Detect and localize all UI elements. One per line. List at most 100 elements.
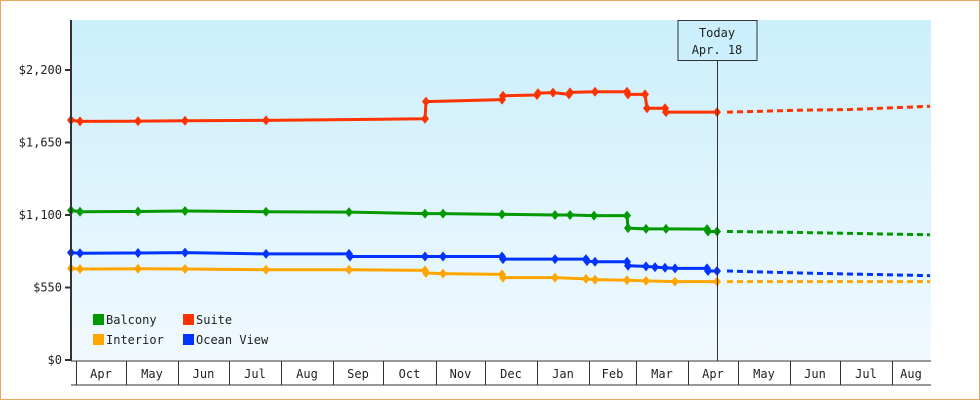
data-point-marker[interactable] <box>551 254 559 265</box>
data-point-marker[interactable] <box>345 207 353 218</box>
today-date: Apr. 18 <box>692 43 743 57</box>
data-point-marker[interactable] <box>345 264 353 275</box>
data-point-marker[interactable] <box>421 113 429 124</box>
today-marker: Today Apr. 18 <box>677 20 758 361</box>
data-point-marker[interactable] <box>422 96 430 107</box>
month-label: Aug <box>900 367 922 381</box>
data-point-marker[interactable] <box>499 272 507 283</box>
data-point-marker[interactable] <box>551 210 559 220</box>
legend-label: Interior <box>106 333 164 347</box>
data-point-marker[interactable] <box>661 262 669 273</box>
data-point-marker[interactable] <box>181 264 189 275</box>
data-point-marker[interactable] <box>551 272 559 283</box>
data-point-marker[interactable] <box>134 206 142 217</box>
data-point-marker[interactable] <box>499 254 507 265</box>
data-point-marker[interactable] <box>642 261 650 272</box>
month-label: Jan <box>552 367 574 381</box>
data-point-marker[interactable] <box>421 208 429 219</box>
data-point-marker[interactable] <box>181 206 189 217</box>
month-label: Dec <box>500 367 522 381</box>
data-point-marker[interactable] <box>623 210 631 221</box>
month-label: Jul <box>855 367 877 381</box>
month-label: Jun <box>804 367 826 381</box>
legend-label: Ocean View <box>196 333 269 347</box>
data-point-marker[interactable] <box>591 274 599 285</box>
data-point-marker[interactable] <box>624 89 632 100</box>
month-label: May <box>753 367 775 381</box>
legend-swatch-ocean-view <box>183 334 194 345</box>
data-point-marker[interactable] <box>439 208 447 219</box>
today-box <box>677 20 758 61</box>
legend: Balcony Suite Interior Ocean View <box>93 313 269 347</box>
data-point-marker[interactable] <box>134 247 142 258</box>
forecast-line <box>726 229 931 237</box>
series-suite <box>67 86 931 127</box>
month-label: Aug <box>296 367 318 381</box>
series-ocean-view <box>67 247 931 278</box>
data-point-marker[interactable] <box>582 273 590 284</box>
data-point-marker[interactable] <box>76 206 84 217</box>
data-point-marker[interactable] <box>76 264 84 275</box>
data-point-marker[interactable] <box>439 251 447 262</box>
data-point-marker[interactable] <box>76 116 84 127</box>
data-point-marker[interactable] <box>181 115 189 126</box>
data-point-marker[interactable] <box>704 226 712 237</box>
data-point-marker[interactable] <box>642 275 650 286</box>
y-axis-ticks: $0 $550 $1,100 $1,650 $2,200 <box>19 63 71 367</box>
data-point-marker[interactable] <box>76 248 84 259</box>
month-label: Nov <box>450 367 472 381</box>
data-point-marker[interactable] <box>498 209 506 220</box>
month-label: Apr <box>702 367 724 381</box>
data-point-marker[interactable] <box>624 223 632 234</box>
y-tick-label: $1,650 <box>19 136 62 150</box>
data-point-marker[interactable] <box>262 264 270 275</box>
series-balcony <box>67 205 931 237</box>
month-label: Mar <box>651 367 673 381</box>
data-point-marker[interactable] <box>439 268 447 279</box>
data-point-marker[interactable] <box>549 87 557 98</box>
data-point-marker[interactable] <box>534 88 542 99</box>
data-point-marker[interactable] <box>422 268 430 278</box>
series-line <box>70 90 717 123</box>
data-point-marker[interactable] <box>262 115 270 126</box>
data-point-marker[interactable] <box>566 87 574 98</box>
data-point-marker[interactable] <box>262 206 270 217</box>
x-axis-months: Apr May Jun Jul Aug Sep Oct Nov Dec Jan Feb Mar Apr M… <box>71 360 931 386</box>
data-point-marker[interactable] <box>643 103 651 114</box>
y-tick-label: $550 <box>33 281 62 295</box>
y-tick-label: $0 <box>48 353 62 367</box>
data-point-marker[interactable] <box>651 262 659 273</box>
data-point-marker[interactable] <box>591 256 599 267</box>
data-point-marker[interactable] <box>134 263 142 274</box>
data-point-marker[interactable] <box>134 116 142 127</box>
month-label: Feb <box>602 367 624 381</box>
data-point-marker[interactable] <box>591 86 599 97</box>
data-point-marker[interactable] <box>624 260 632 271</box>
data-point-marker[interactable] <box>662 223 670 234</box>
data-point-marker[interactable] <box>662 107 670 118</box>
month-label: May <box>141 367 163 381</box>
data-point-marker[interactable] <box>421 251 429 262</box>
data-point-marker[interactable] <box>181 247 189 258</box>
data-point-marker[interactable] <box>590 210 598 221</box>
legend-label: Suite <box>196 313 232 327</box>
today-label: Today <box>699 26 735 40</box>
series-layer <box>67 86 931 287</box>
forecast-line <box>726 269 931 278</box>
data-point-marker[interactable] <box>262 248 270 259</box>
data-point-marker[interactable] <box>346 251 354 262</box>
data-point-marker[interactable] <box>499 90 507 101</box>
data-point-marker[interactable] <box>642 223 650 234</box>
legend-swatch-suite <box>183 314 194 325</box>
data-point-marker[interactable] <box>623 275 631 286</box>
data-point-marker[interactable] <box>671 276 679 287</box>
legend-label: Balcony <box>106 313 157 327</box>
legend-swatch-balcony <box>93 314 104 325</box>
data-point-marker[interactable] <box>583 256 591 267</box>
data-point-marker[interactable] <box>566 210 574 220</box>
month-label: Jul <box>244 367 266 381</box>
data-point-marker[interactable] <box>671 263 679 274</box>
data-point-marker[interactable] <box>641 89 649 100</box>
data-point-marker[interactable] <box>704 266 712 277</box>
